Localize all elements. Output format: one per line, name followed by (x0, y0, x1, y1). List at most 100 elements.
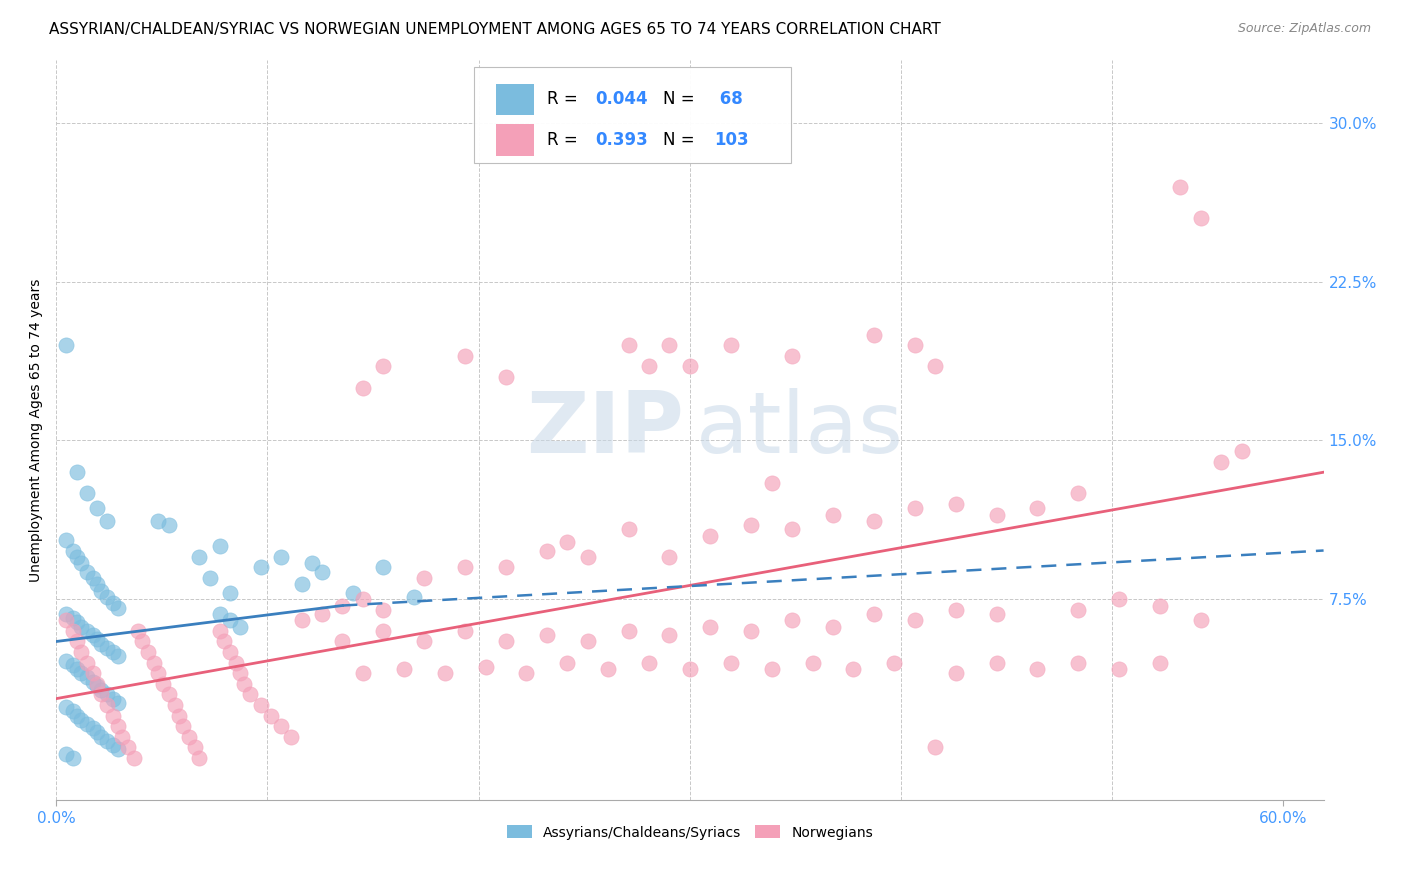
Point (96, 734, 118, 748)
Point (111, 730, 134, 744)
Point (1067, 486, 1090, 500)
Point (69, 620, 91, 634)
Point (90, 637, 112, 651)
Point (107, 649, 129, 664)
FancyBboxPatch shape (474, 67, 792, 163)
Point (1189, 613, 1212, 627)
Point (515, 666, 537, 681)
Point (1149, 656, 1171, 670)
Point (136, 645, 159, 659)
Point (69, 713, 91, 727)
Point (1026, 501, 1049, 516)
Point (373, 603, 395, 617)
Point (82, 721, 104, 735)
Point (143, 656, 166, 670)
Point (96, 590, 118, 604)
Point (86, 677, 108, 691)
Point (863, 514, 886, 528)
Text: R =: R = (547, 90, 582, 108)
Point (55, 613, 77, 627)
Point (290, 577, 312, 591)
Point (638, 359, 661, 374)
Point (638, 656, 661, 670)
Text: 68: 68 (714, 90, 742, 108)
Point (163, 698, 186, 712)
Point (454, 560, 477, 574)
Point (780, 349, 803, 363)
Point (96, 514, 118, 528)
Point (332, 599, 354, 613)
Point (90, 583, 112, 598)
Point (122, 751, 145, 765)
Text: Source: ZipAtlas.com: Source: ZipAtlas.com (1237, 22, 1371, 36)
Point (66, 615, 89, 630)
Point (55, 747, 77, 761)
Point (198, 571, 221, 585)
Point (127, 624, 149, 638)
Point (55, 338, 77, 352)
Point (66, 634, 89, 648)
Point (576, 634, 599, 648)
Point (373, 359, 395, 374)
Point (86, 632, 108, 647)
Point (342, 586, 364, 600)
Text: N =: N = (664, 90, 700, 108)
Point (66, 662, 89, 676)
Point (433, 666, 456, 681)
Y-axis label: Unemployment Among Ages 65 to 74 years: Unemployment Among Ages 65 to 74 years (30, 278, 44, 582)
Point (280, 730, 302, 744)
Point (69, 645, 91, 659)
Text: 0.044: 0.044 (595, 90, 648, 108)
Point (90, 730, 112, 744)
Point (76, 565, 98, 579)
Point (555, 535, 578, 549)
Point (96, 687, 118, 701)
Point (1067, 656, 1090, 670)
Point (1230, 444, 1253, 458)
Point (62, 657, 84, 672)
Point (229, 666, 252, 681)
Point (103, 708, 125, 723)
Point (617, 624, 640, 638)
Point (69, 556, 91, 570)
Point (883, 656, 905, 670)
Point (904, 501, 927, 516)
Text: N =: N = (664, 131, 700, 149)
Point (107, 742, 129, 756)
Point (86, 679, 108, 693)
Point (392, 662, 415, 676)
Point (62, 611, 84, 625)
Point (352, 592, 374, 607)
Point (225, 656, 247, 670)
Point (96, 640, 118, 655)
Point (945, 497, 967, 511)
Point (148, 666, 170, 681)
Point (821, 508, 844, 522)
Point (76, 656, 98, 670)
Point (239, 687, 262, 701)
Point (536, 543, 558, 558)
Point (219, 645, 242, 659)
Point (167, 708, 190, 723)
Point (55, 607, 77, 621)
Point (924, 740, 946, 755)
Point (740, 518, 762, 533)
Point (152, 677, 174, 691)
Point (495, 634, 517, 648)
Point (148, 514, 170, 528)
Point (103, 596, 125, 610)
Point (107, 696, 129, 710)
Point (821, 620, 844, 634)
Point (86, 725, 108, 739)
Point (82, 571, 104, 585)
Point (842, 662, 865, 676)
Point (86, 577, 108, 591)
Point (55, 654, 77, 668)
Text: 0.393: 0.393 (595, 131, 648, 149)
Text: ZIP: ZIP (526, 388, 683, 471)
Point (761, 662, 783, 676)
Point (658, 549, 681, 564)
Point (1189, 211, 1212, 226)
Point (301, 556, 323, 570)
Point (172, 719, 194, 733)
